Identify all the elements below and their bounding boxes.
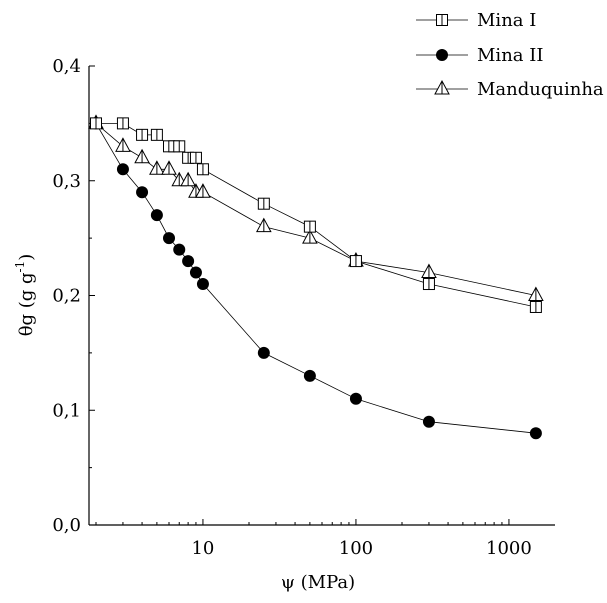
data-point-series-3: [161, 160, 177, 175]
y-axis-label-close: ): [16, 254, 37, 261]
legend-marker: [436, 49, 448, 61]
y-axis-label-main: θg (g g: [16, 272, 37, 336]
x-tick-label: 100: [339, 538, 373, 559]
data-point-series-1: [349, 255, 362, 268]
data-point-series-3: [149, 160, 165, 175]
x-axis-label: ψ (MPa): [281, 572, 355, 593]
y-tick-label: 0,1: [52, 400, 81, 421]
data-point-series-1: [150, 128, 163, 141]
data-point-series-2: [422, 415, 435, 428]
data-point-series-1: [422, 278, 435, 291]
y-axis-label: θg (g g-1): [13, 254, 37, 337]
y-tick-label: 0,2: [52, 286, 81, 307]
y-tick-label: 0,0: [52, 515, 81, 536]
data-point-series-3: [115, 137, 131, 152]
data-point-series-3: [195, 183, 211, 198]
data-point-series-3: [421, 263, 437, 279]
legend-label: Mina II: [477, 45, 543, 66]
data-point-series-2: [136, 186, 149, 199]
data-point-series-1: [173, 140, 186, 153]
data-point-series-2: [182, 255, 195, 268]
legend: Mina I Mina II Manduquinha: [416, 10, 604, 100]
x-tick-label: 1000: [486, 538, 532, 559]
data-point-series-2: [116, 163, 129, 176]
y-tick-label: 0,4: [52, 56, 81, 77]
data-point-series-2: [196, 278, 209, 291]
data-point-series-2: [150, 209, 163, 222]
legend-marker: [434, 79, 450, 95]
legend-marker: [436, 14, 448, 26]
y-tick-label: 0,3: [52, 171, 81, 192]
data-point-series-2: [303, 369, 316, 382]
data-point-series-3: [255, 217, 272, 233]
x-tick-label: 10: [191, 538, 214, 559]
data-point-series-2: [529, 427, 542, 440]
data-point-series-1: [189, 151, 202, 164]
axis-ticks: 0,0 0,1 0,2 0,3 0,4 10 100 1000: [52, 56, 531, 559]
series-line-3: [95, 123, 536, 296]
data-point-series-2: [163, 232, 176, 245]
data-point-series-2: [349, 392, 362, 405]
data-point-series-3: [134, 148, 150, 164]
data-point-series-1: [116, 117, 129, 130]
y-axis-label-sup: -1: [13, 261, 27, 273]
data-point-series-1: [90, 117, 103, 130]
series-markers: [88, 114, 544, 440]
legend-label: Mina I: [477, 10, 536, 31]
data-point-series-1: [136, 128, 149, 141]
data-point-series-2: [173, 243, 186, 256]
data-point-series-3: [180, 171, 196, 187]
legend-label: Manduquinha: [477, 79, 604, 100]
data-point-series-3: [528, 286, 544, 301]
data-point-series-2: [257, 346, 270, 359]
data-point-series-1: [529, 300, 542, 313]
data-point-series-1: [257, 197, 270, 210]
data-point-series-2: [189, 266, 202, 279]
data-point-series-1: [303, 220, 316, 233]
data-point-series-1: [196, 163, 209, 176]
